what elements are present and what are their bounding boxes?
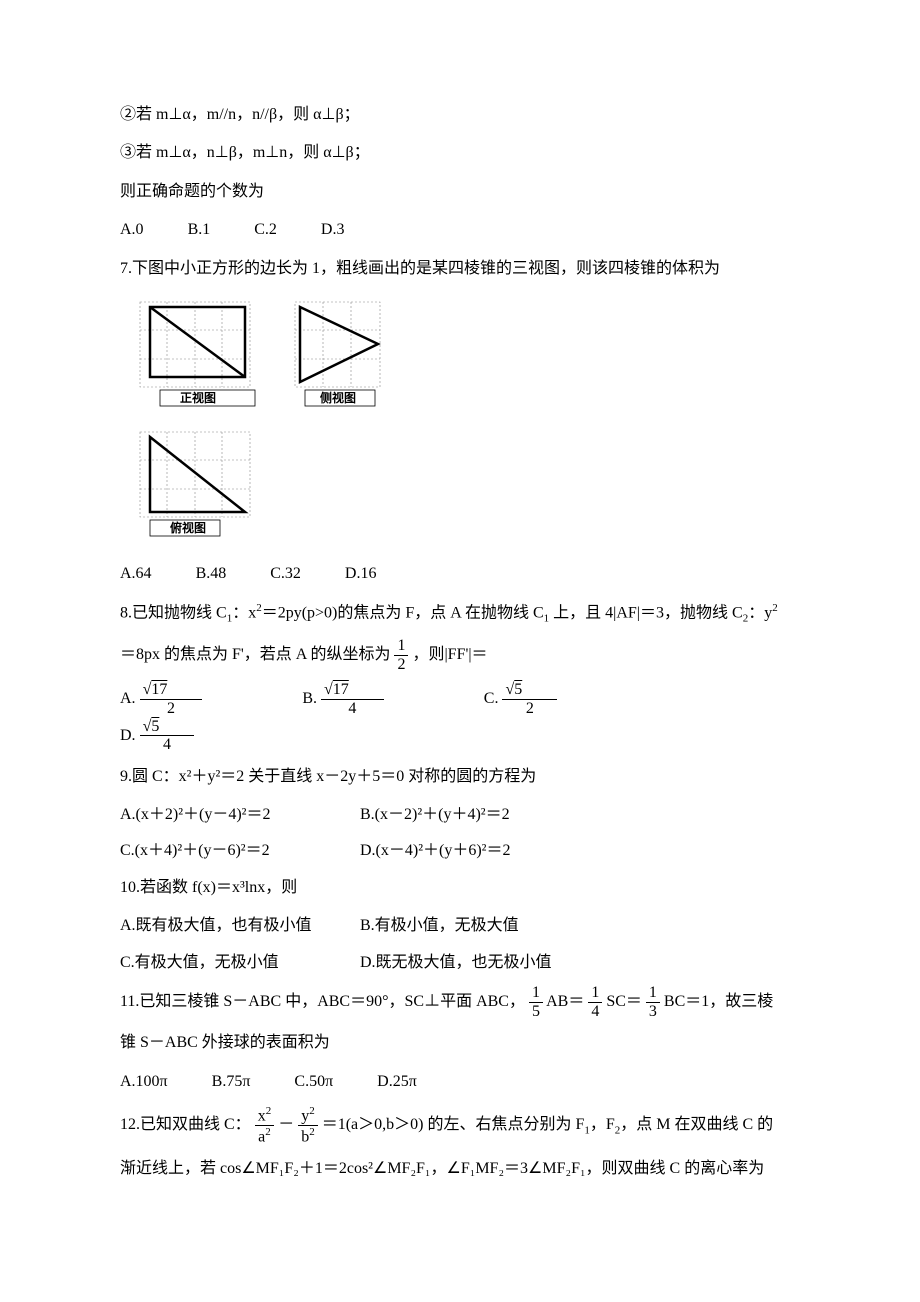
q8-t6: ＝8px 的焦点为 F'，若点 A 的纵坐标为 (120, 646, 390, 663)
q8-line1: 8.已知抛物线 C1：x2＝2py(p>0)的焦点为 F，点 A 在抛物线 C1… (120, 598, 800, 629)
q9-optA: A.(x＋2)²＋(y－4)²＝2 (120, 800, 320, 830)
q6-optB: B.1 (188, 215, 211, 245)
q6-prompt: 则正确命题的个数为 (120, 177, 800, 207)
q11-line2: 锥 S－ABC 外接球的表面积为 (120, 1028, 800, 1058)
q8-line2: ＝8px 的焦点为 F'，若点 A 的纵坐标为 12 ，则|FF'|＝ (120, 637, 800, 673)
q12-yfrac: y2 b2 (298, 1105, 318, 1146)
q8-t5: ：y (748, 604, 772, 621)
q9-row1: A.(x＋2)²＋(y－4)²＝2 B.(x－2)²＋(y＋4)²＝2 (120, 800, 800, 830)
q10-text: 10.若函数 f(x)＝x³lnx，则 (120, 873, 800, 903)
q9-optB: B.(x－2)²＋(y＋4)²＝2 (360, 800, 560, 830)
q9-row2: C.(x＋4)²＋(y－6)²＝2 D.(x－4)²＋(y＋6)²＝2 (120, 836, 800, 866)
q12-xfrac: x2 a2 (255, 1105, 275, 1146)
q11-f2: 14 (588, 984, 602, 1020)
q12-t1: 12.已知双曲线 C： (120, 1116, 251, 1133)
q7-options: A.64 B.48 C.32 D.16 (120, 559, 800, 589)
q12-line2: 渐近线上，若 cos∠MF₁F₂＋1＝2cos²∠MF₂F₁，∠F₁MF₂＝3∠… (120, 1154, 800, 1184)
q9-optC: C.(x＋4)²＋(y－6)²＝2 (120, 836, 320, 866)
side-label: 侧视图 (320, 390, 356, 405)
q12-t3: ，F (590, 1116, 615, 1133)
q10-optC: C.有极大值，无极小值 (120, 948, 320, 978)
top-label: 俯视图 (170, 520, 206, 535)
q12-line1: 12.已知双曲线 C： x2 a2 － y2 b2 ＝1(a＞0,b＞0) 的左… (120, 1105, 800, 1146)
q11-t1: 11.已知三棱锥 S－ABC 中，ABC＝90°，SC⊥平面 ABC， (120, 993, 525, 1010)
q11-line1: 11.已知三棱锥 S－ABC 中，ABC＝90°，SC⊥平面 ABC， 15 A… (120, 984, 800, 1020)
q11-optB: B.75π (212, 1067, 251, 1097)
q8-options: A. √172 B. √174 C. √52 D. √54 (120, 681, 800, 753)
q8-t2: ：x (232, 604, 256, 621)
q8-t3: ＝2py(p>0)的焦点为 F，点 A 在抛物线 C (262, 604, 544, 621)
q8-optA: A. √172 (120, 681, 266, 717)
q11-t2: AB＝ (546, 993, 584, 1010)
q11-f1: 15 (529, 984, 543, 1020)
q6-stmt3: ③若 m⊥α，n⊥β，m⊥n，则 α⊥β； (120, 138, 800, 168)
q11-optA: A.100π (120, 1067, 168, 1097)
q11-t3: SC＝ (606, 993, 642, 1010)
q7-optC: C.32 (270, 559, 301, 589)
q8-t7: ，则|FF'|＝ (412, 646, 487, 663)
q11-options: A.100π B.75π C.50π D.25π (120, 1067, 800, 1097)
q12-t4: ，点 M 在双曲线 C 的 (620, 1116, 773, 1133)
front-label: 正视图 (180, 390, 216, 405)
q12-rhs: ＝1(a＞0,b＞0) (322, 1116, 424, 1133)
q7-optB: B.48 (196, 559, 227, 589)
q10-row2: C.有极大值，无极小值 D.既无极大值，也无极小值 (120, 948, 800, 978)
q6-stmt2: ②若 m⊥α，m//n，n//β，则 α⊥β； (120, 100, 800, 130)
q11-optD: D.25π (377, 1067, 417, 1097)
q11-optC: C.50π (294, 1067, 333, 1097)
q7-text: 7.下图中小正方形的边长为 1，粗线画出的是某四棱锥的三视图，则该四棱锥的体积为 (120, 254, 800, 284)
q8-t1: 8.已知抛物线 C (120, 604, 227, 621)
q11-t4: BC＝1，故三棱 (664, 993, 773, 1010)
q8-t4: 上，且 4|AF|＝3，抛物线 C (549, 604, 743, 621)
q12-t2: 的左、右焦点分别为 F (427, 1116, 584, 1133)
q10-row1: A.既有极大值，也有极小值 B.有极小值，无极大值 (120, 911, 800, 941)
q9-optD: D.(x－4)²＋(y＋6)²＝2 (360, 836, 560, 866)
q7-optD: D.16 (345, 559, 377, 589)
three-view-svg: 正视图 侧视图 俯视图 (120, 292, 420, 542)
q7-figure: 正视图 侧视图 俯视图 (120, 292, 800, 553)
q6-optC: C.2 (254, 215, 277, 245)
q8-optD: D. √54 (120, 718, 258, 754)
q10-optA: A.既有极大值，也有极小值 (120, 911, 320, 941)
q9-text: 9.圆 C：x²＋y²＝2 关于直线 x－2y＋5＝0 对称的圆的方程为 (120, 762, 800, 792)
q7-optA: A.64 (120, 559, 152, 589)
q8-frac-half: 12 (394, 637, 408, 673)
q11-f3: 13 (646, 984, 660, 1020)
q8-optB: B. √174 (302, 681, 447, 717)
q6-optA: A.0 (120, 215, 144, 245)
q6-optD: D.3 (321, 215, 345, 245)
q6-options: A.0 B.1 C.2 D.3 (120, 215, 800, 245)
q10-optB: B.有极小值，无极大值 (360, 911, 560, 941)
q10-optD: D.既无极大值，也无极小值 (360, 948, 560, 978)
q8-optC: C. √52 (484, 681, 621, 717)
